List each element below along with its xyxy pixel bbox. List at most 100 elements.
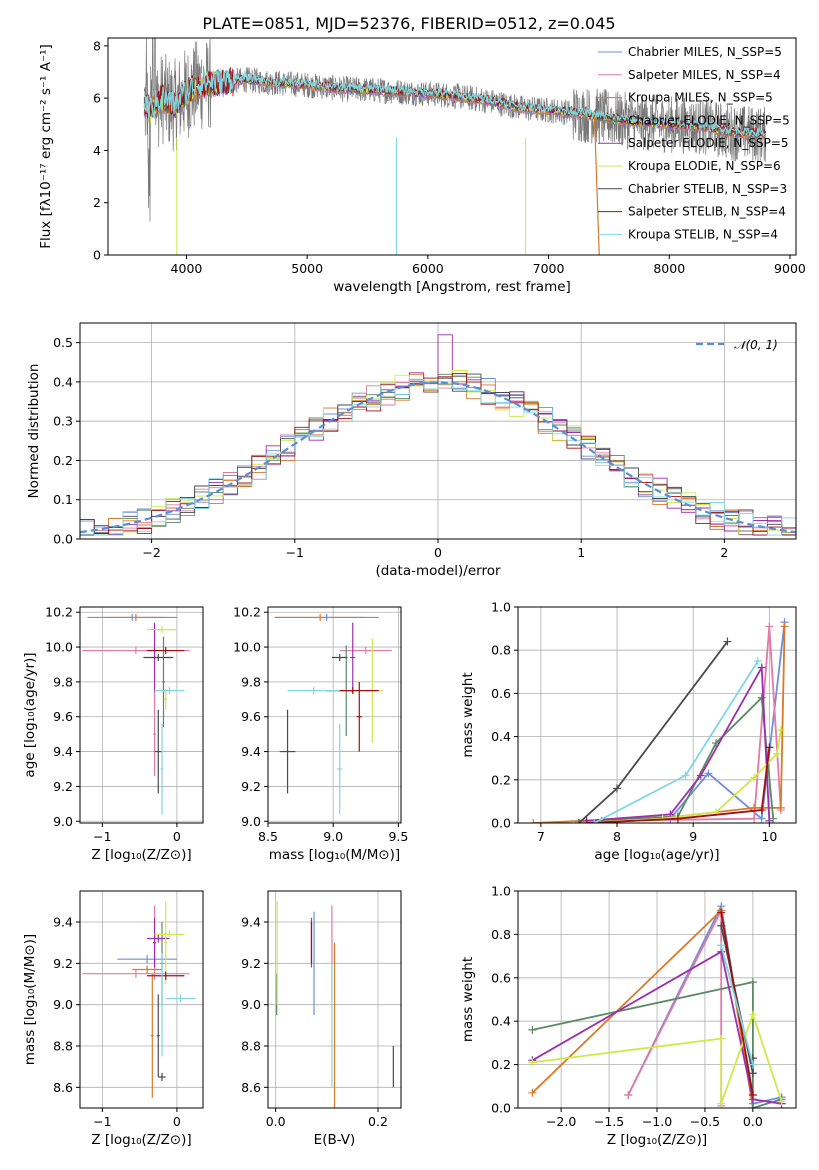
weight-point-marker (748, 1104, 757, 1108)
weight-point-marker (748, 978, 757, 987)
weight-line-kroupa-miles (533, 626, 786, 823)
x-axis-label: Z [log₁₀(Z/Z⊙)] (91, 1132, 191, 1148)
residuals-panel: −2 −1 0 1 2 0.0 0.1 0.2 0.3 0.4 0.5 (data-model)/er… (26, 322, 797, 579)
y-tick-label: 0.0 (53, 532, 73, 547)
weight-point-marker (757, 663, 766, 672)
y-tick-label: 0.0 (491, 1101, 511, 1116)
legend-entry: Chabrier ELODIE, N_SSP=5 (628, 113, 790, 127)
y-tick-label: 0.1 (53, 492, 73, 507)
x-tick-label: −1 (93, 1114, 111, 1129)
weight-line-salpeter-stelib (586, 747, 771, 823)
weight-point-marker (582, 819, 591, 823)
y-tick-label: 1.0 (491, 884, 511, 899)
y-tick-label: 0.2 (491, 1057, 511, 1072)
y-tick-label: 0.0 (491, 816, 511, 831)
x-tick-label: −1 (286, 545, 304, 560)
y-tick-label: 9.4 (53, 915, 73, 930)
x-tick-label: 0 (173, 1114, 181, 1129)
normal-distribution-curve (80, 381, 796, 534)
z_weight-frame (517, 890, 797, 1109)
residual-histogram-kroupa-stelib (80, 378, 796, 536)
legend-entry: Kroupa STELIB, N_SSP=4 (628, 227, 778, 241)
legend-entry: Chabrier MILES, N_SSP=5 (628, 45, 782, 59)
legend-entry: Kroupa MILES, N_SSP=5 (628, 91, 773, 105)
x-tick-label: −1.0 (642, 1114, 672, 1129)
y-tick-label: 0.8 (491, 643, 511, 658)
weight-line-kroupa-stelib (720, 945, 754, 1065)
weight-point-marker (769, 814, 778, 823)
weight-point-marker (748, 1010, 757, 1019)
x-tick-label: 0.0 (743, 1114, 763, 1129)
y-tick-label: 0.5 (53, 335, 73, 350)
z_weight-marks (528, 902, 786, 1108)
weight-point-marker (673, 814, 682, 823)
residual-histogram-salpeter-stelib (80, 372, 796, 536)
weight-point-marker (777, 1097, 786, 1106)
weight-point-marker (776, 803, 785, 812)
y-tick-label: 10.2 (233, 605, 261, 620)
weight-line-chabrier-elodie (532, 980, 782, 1108)
weight-point-marker (748, 1069, 757, 1078)
y-tick-label: 4 (93, 143, 101, 158)
y-tick-label: 0.3 (53, 414, 73, 429)
weight-point-marker (757, 693, 766, 702)
weight-point-marker (681, 771, 690, 780)
weight-point-marker (717, 1034, 726, 1043)
y-axis-label: mass [log₁₀(M/M⊙)] (22, 934, 38, 1065)
x-tick-label: 9.0 (323, 829, 343, 844)
x-tick-label: 5000 (291, 261, 323, 276)
x-axis-label: Z [log₁₀(Z/Z⊙)] (91, 847, 191, 863)
y-tick-label: 0.8 (491, 927, 511, 942)
weight-line-salpeter-elodie (531, 950, 782, 1105)
x-tick-label: 0.0 (266, 1114, 286, 1129)
weight-point-marker (590, 819, 599, 823)
weight-point-marker (528, 1088, 537, 1097)
y-tick-label: 9.8 (241, 674, 261, 689)
ebv_mass-marks (276, 901, 394, 1108)
spectrum-frame (107, 37, 797, 256)
y-tick-label: 10.0 (45, 640, 73, 655)
weight-point-marker (717, 941, 726, 950)
y-tick-label: 9.2 (53, 956, 73, 971)
weight-point-marker (750, 814, 759, 823)
z_mass-frame (79, 890, 204, 1109)
y-tick-label: 0.6 (491, 686, 511, 701)
x-tick-label: 9000 (774, 261, 806, 276)
y-tick-label: 10.2 (45, 605, 73, 620)
legend-entry: 𝒩(0, 1) (734, 338, 778, 352)
y-tick-label: 9.2 (53, 779, 73, 794)
y-tick-label: 9.4 (53, 744, 73, 759)
weight-point-marker (717, 1099, 726, 1108)
z_age-frame (79, 606, 204, 824)
weight-point-marker (704, 769, 713, 778)
x-tick-label: −2 (142, 545, 160, 560)
weight-point-marker (757, 814, 766, 823)
weight-line-kroupa-miles (531, 908, 754, 1108)
y-tick-label: 1.0 (491, 600, 511, 615)
weight-point-marker (529, 819, 538, 823)
y-tick-label: 9.8 (53, 674, 73, 689)
weight-point-marker (765, 622, 774, 631)
y-tick-label: 2 (93, 195, 101, 210)
observed-spectrum-line (143, 38, 766, 222)
x-tick-label: −0.5 (690, 1114, 720, 1129)
y-tick-label: 0.2 (491, 772, 511, 787)
x-tick-label: 9 (689, 829, 697, 844)
x-tick-label: 8.5 (258, 829, 278, 844)
x-tick-label: 0.2 (368, 1114, 388, 1129)
x-tick-label: 8 (613, 829, 621, 844)
x-tick-label: 1 (577, 545, 585, 560)
weight-point-marker (723, 637, 732, 646)
x-tick-label: 2 (720, 545, 728, 560)
weight-point-marker (765, 816, 774, 823)
weight-line-salpeter-miles (627, 910, 723, 1106)
weight-line-chabrier-miles (578, 621, 786, 823)
x-tick-label: 4000 (171, 261, 203, 276)
weight-point-marker (748, 1060, 757, 1069)
y-tick-label: 8 (93, 38, 101, 53)
legend-entry: Salpeter STELIB, N_SSP=4 (628, 205, 786, 219)
y-tick-label: 8.8 (53, 1039, 73, 1054)
x-axis-label: (data-model)/error (375, 563, 501, 579)
